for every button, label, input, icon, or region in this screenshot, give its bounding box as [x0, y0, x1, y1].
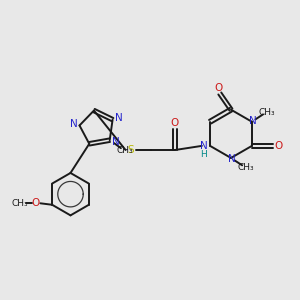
Text: N: N: [200, 142, 208, 152]
Text: CH₃: CH₃: [259, 108, 275, 117]
Text: N: N: [112, 137, 119, 147]
Text: CH₃: CH₃: [238, 163, 255, 172]
Text: O: O: [274, 141, 283, 151]
Text: O: O: [31, 198, 39, 208]
Text: H: H: [200, 150, 207, 159]
Text: O: O: [214, 82, 222, 93]
Text: S: S: [128, 145, 134, 155]
Text: N: N: [70, 119, 77, 129]
Text: CH₃: CH₃: [116, 146, 133, 155]
Text: N: N: [115, 113, 122, 123]
Text: N: N: [249, 116, 256, 126]
Text: CH₃: CH₃: [11, 199, 28, 208]
Text: O: O: [170, 118, 178, 128]
Text: N: N: [228, 154, 236, 164]
